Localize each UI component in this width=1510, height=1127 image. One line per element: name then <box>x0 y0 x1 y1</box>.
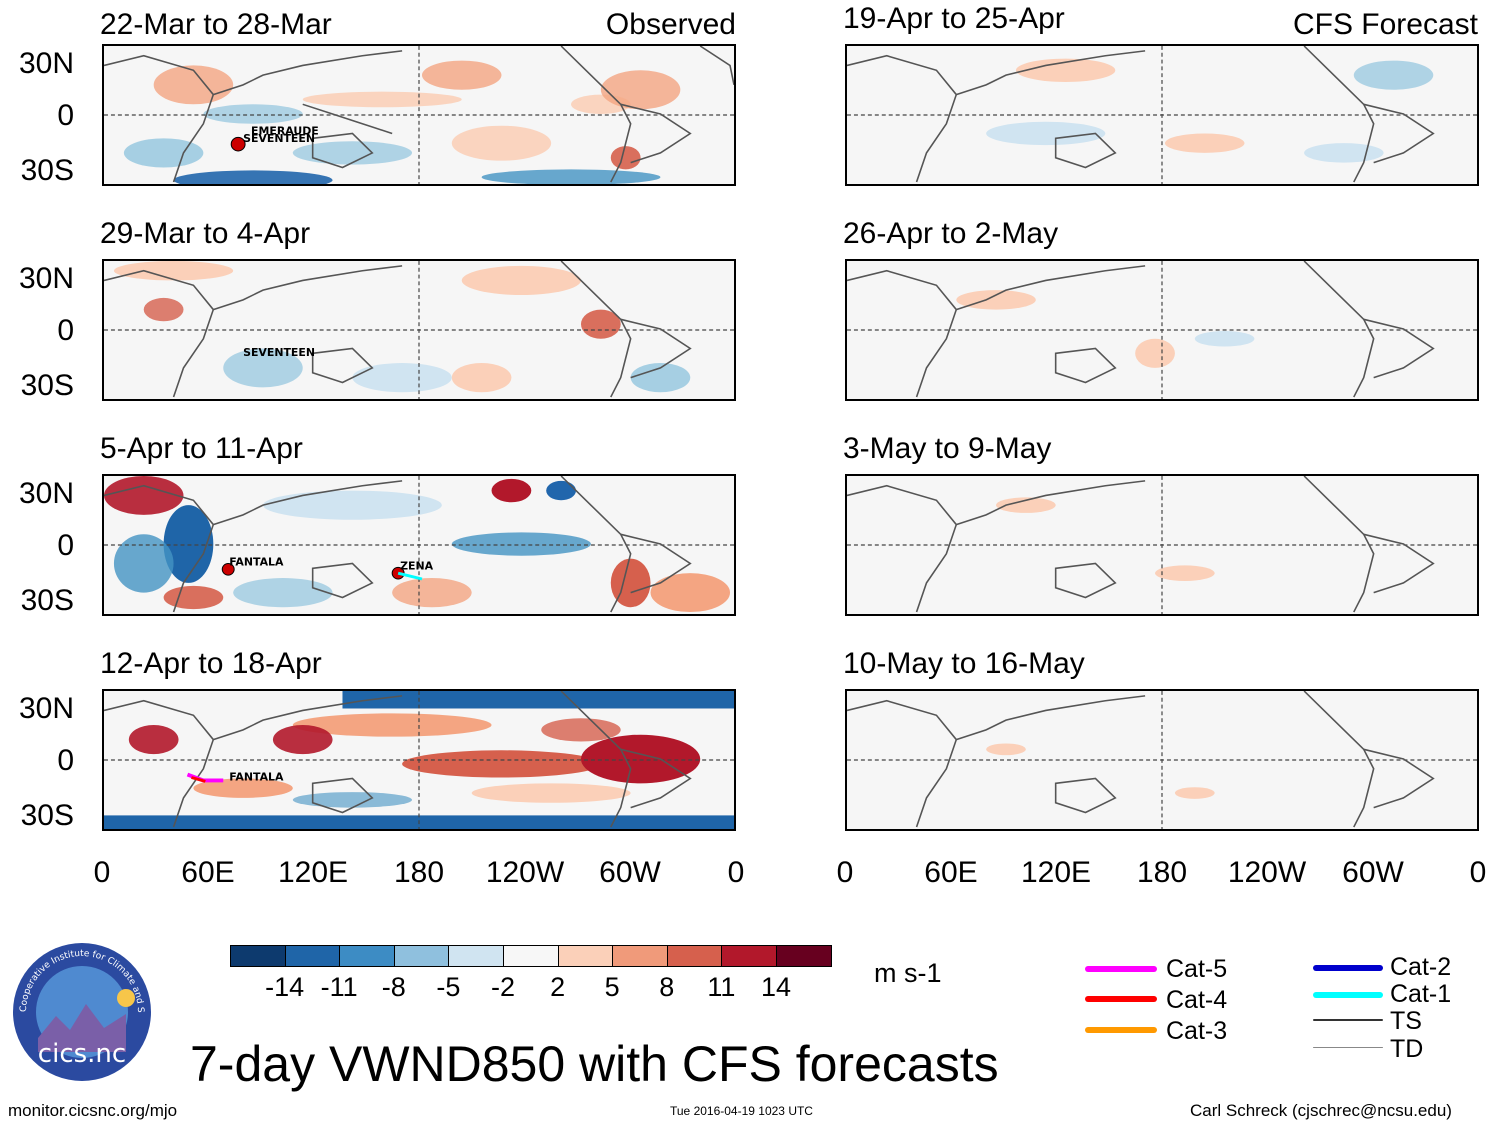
lat-label-30n: 30N <box>18 47 74 80</box>
colorbar-tick-label: 11 <box>707 972 736 1002</box>
colorbar-tick-label: -8 <box>381 972 406 1002</box>
colorbar-tick-label: -5 <box>436 972 461 1002</box>
forecast-tag: CFS Forecast <box>1292 8 1478 41</box>
logo-text: cics.nc <box>38 1039 126 1069</box>
cics-logo: Cooperative Institute for Climate and Sa… <box>12 942 151 1081</box>
legend-line-cat5 <box>1085 966 1157 972</box>
panel-title-fc-3: 3-May to 9-May <box>843 432 1052 465</box>
map-forecast-3 <box>845 474 1479 616</box>
map-observed-4: FANTALA <box>102 689 736 831</box>
legend-line-td <box>1313 1047 1383 1048</box>
colorbar-swatch <box>284 945 341 967</box>
figure-title: 7-day VWND850 with CFS forecasts <box>190 1036 999 1092</box>
footer-credit: Carl Schreck (cjschrec@ncsu.edu) <box>1190 1101 1452 1120</box>
colorbar-swatch <box>612 945 668 967</box>
storm-label: FANTALA <box>229 771 284 784</box>
legend-line-cat3 <box>1085 1027 1157 1033</box>
colorbar-tick-label: 2 <box>550 972 566 1002</box>
lon-label: 120E <box>277 856 349 889</box>
storm-label: ZENA <box>400 559 434 572</box>
storm-label: SEVENTEEN <box>243 132 315 145</box>
legend-label-td: TD <box>1390 1035 1424 1063</box>
colorbar-tick-label: -14 <box>265 972 305 1002</box>
colorbar-swatch <box>503 945 559 967</box>
map-forecast-1 <box>845 44 1479 186</box>
lat-label-eq: 0 <box>57 744 74 777</box>
lon-label: 0 <box>93 856 111 889</box>
panel-title-fc-1: 19-Apr to 25-Apr <box>843 2 1065 35</box>
colorbar-swatch <box>339 945 395 967</box>
map-observed-2: SEVENTEEN <box>102 259 736 401</box>
panel-title-obs-2: 29-Mar to 4-Apr <box>100 217 311 250</box>
colorbar-swatch <box>721 945 777 967</box>
lon-label: 180 <box>393 856 445 889</box>
lon-label: 60E <box>181 856 235 889</box>
lat-label-eq: 0 <box>57 314 74 347</box>
lon-label: 0 <box>727 856 745 889</box>
legend-line-cat1 <box>1313 992 1383 998</box>
lon-label: 0 <box>1469 856 1487 889</box>
colorbar-swatch <box>557 945 614 967</box>
panel-title-obs-4: 12-Apr to 18-Apr <box>100 647 322 680</box>
colorbar-swatch <box>448 945 504 967</box>
lon-label: 180 <box>1136 856 1188 889</box>
map-forecast-2 <box>845 259 1479 401</box>
legend-label-cat1: Cat-1 <box>1390 980 1452 1008</box>
colorbar-tick-label: 8 <box>659 972 675 1002</box>
lat-label-30s: 30S <box>20 584 74 617</box>
colorbar-swatch <box>776 945 832 967</box>
lat-label-eq: 0 <box>57 99 74 132</box>
footer-url: monitor.cicsnc.org/mjo <box>8 1101 178 1120</box>
colorbar-tick-label: 14 <box>760 972 792 1002</box>
legend-label-cat4: Cat-4 <box>1166 986 1228 1014</box>
panel-title-fc-4: 10-May to 16-May <box>843 647 1085 680</box>
lon-label: 120W <box>485 856 565 889</box>
legend-label-ts: TS <box>1390 1007 1422 1035</box>
lat-label-30n: 30N <box>18 262 74 295</box>
colorbar-tick-label: -11 <box>320 972 358 1002</box>
map-forecast-4 <box>845 689 1479 831</box>
lon-label: 0 <box>836 856 854 889</box>
colorbar-units: m s-1 <box>874 958 942 988</box>
colorbar-swatch <box>393 945 450 967</box>
legend-line-cat2 <box>1313 965 1383 971</box>
storm-label: SEVENTEEN <box>243 346 315 359</box>
footer-timestamp: Tue 2016-04-19 1023 UTC <box>670 1104 813 1118</box>
legend-label-cat2: Cat-2 <box>1390 953 1452 981</box>
storm-label: EMERAUDE <box>251 125 319 138</box>
lon-label: 60E <box>924 856 978 889</box>
lat-label-30s: 30S <box>20 799 74 832</box>
legend-label-cat5: Cat-5 <box>1166 955 1228 983</box>
map-observed-1: EMERAUDE SEVENTEEN <box>102 44 736 186</box>
panel-title-obs-3: 5-Apr to 11-Apr <box>100 432 303 465</box>
colorbar-tick-label: 5 <box>604 972 620 1002</box>
observed-tag: Observed <box>605 8 736 41</box>
legend-line-cat4 <box>1085 996 1157 1002</box>
lon-label: 120E <box>1020 856 1092 889</box>
lat-label-eq: 0 <box>57 529 74 562</box>
colorbar-swatch <box>666 945 723 967</box>
lat-label-30n: 30N <box>18 692 74 725</box>
storm-label: FANTALA <box>229 556 284 569</box>
lon-label: 120W <box>1227 856 1307 889</box>
lon-label: 60W <box>599 856 661 889</box>
panel-title-obs-1: 22-Mar to 28-Mar <box>100 8 332 41</box>
lat-label-30s: 30S <box>20 369 74 402</box>
map-observed-3: FANTALA ZENA <box>102 474 736 616</box>
panel-title-fc-2: 26-Apr to 2-May <box>843 217 1059 250</box>
lat-label-30n: 30N <box>18 477 74 510</box>
lat-label-30s: 30S <box>20 154 74 187</box>
legend-line-ts <box>1313 1019 1383 1021</box>
lon-label: 60W <box>1342 856 1404 889</box>
colorbar-tick-label: -2 <box>490 972 515 1002</box>
legend-label-cat3: Cat-3 <box>1166 1017 1228 1045</box>
colorbar-swatch <box>230 945 286 967</box>
